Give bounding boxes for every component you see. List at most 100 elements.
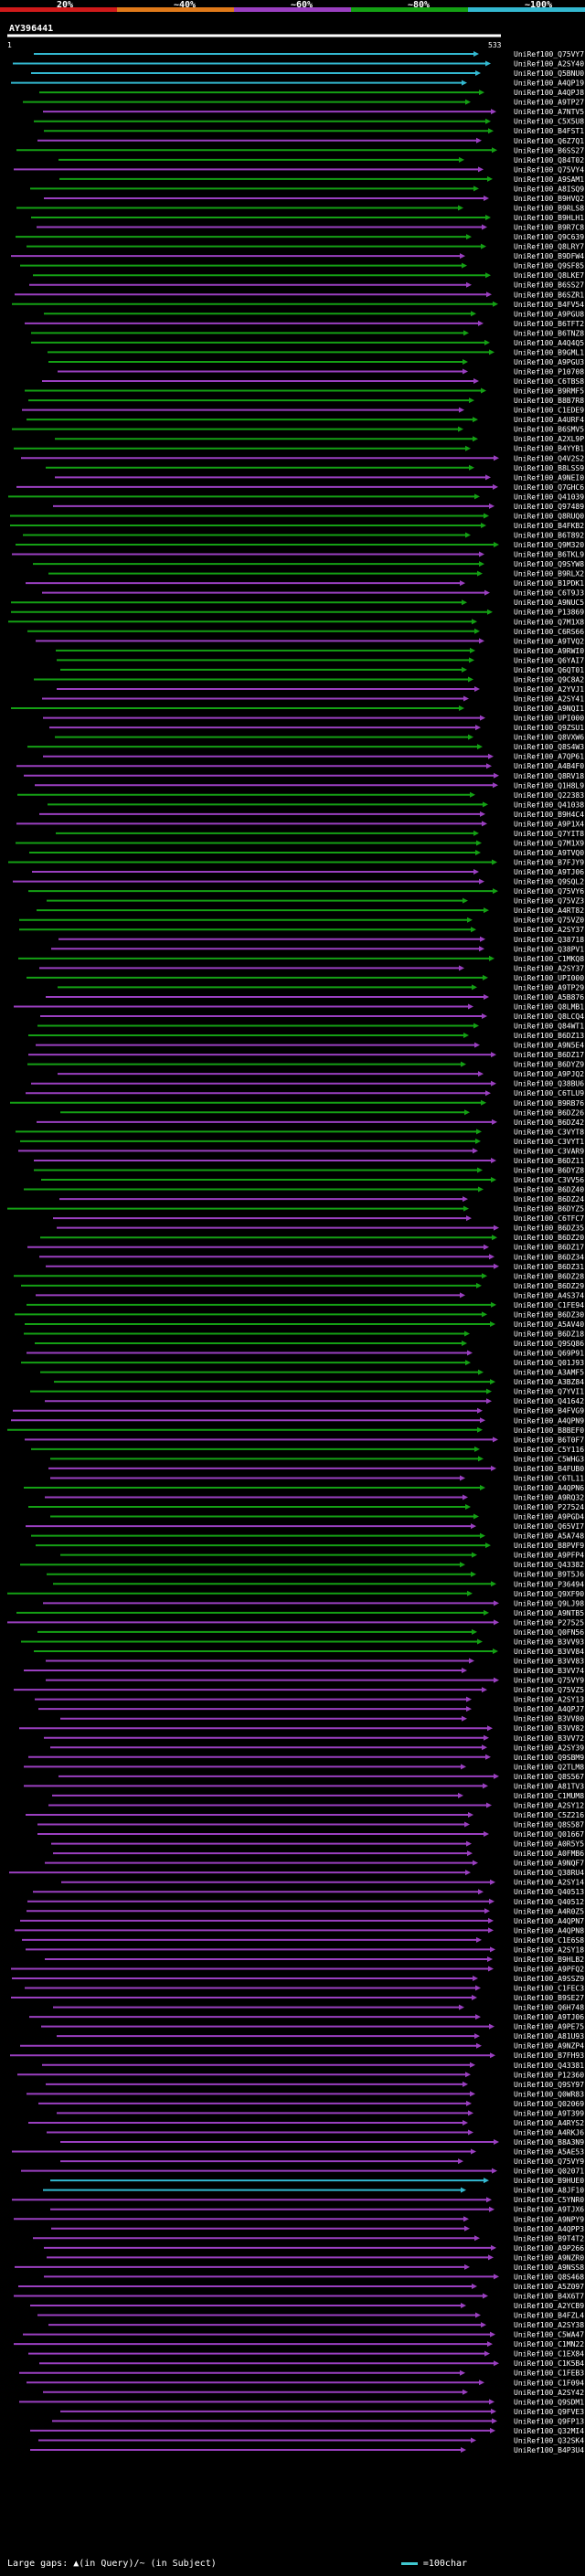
hit-label[interactable]: UniRef100_A9TVQ0 bbox=[514, 849, 584, 857]
hit-label[interactable]: UniRef100_C5WA47 bbox=[514, 2331, 584, 2339]
hit-label[interactable]: UniRef100_Q75VY9 bbox=[514, 2157, 584, 2166]
hit-label[interactable]: UniRef100_A2YCB9 bbox=[514, 2302, 584, 2310]
hit-label[interactable]: UniRef100_P13869 bbox=[514, 609, 584, 617]
hit-label[interactable]: UniRef100_A2SY39 bbox=[514, 1744, 584, 1752]
hit-label[interactable]: UniRef100_Q40513 bbox=[514, 1888, 584, 1896]
hit-label[interactable]: UniRef100_Q32MI4 bbox=[514, 2427, 584, 2435]
hit-label[interactable]: UniRef100_A9TVQ2 bbox=[514, 637, 584, 645]
hit-label[interactable]: UniRef100_B6SZR1 bbox=[514, 291, 584, 299]
hit-label[interactable]: UniRef100_B3VV83 bbox=[514, 1658, 584, 1666]
hit-label[interactable]: UniRef100_A4B4F0 bbox=[514, 762, 584, 770]
hit-label[interactable]: UniRef100_B9RMF5 bbox=[514, 387, 584, 396]
hit-label[interactable]: UniRef100_A9TP27 bbox=[514, 99, 584, 107]
hit-label[interactable]: UniRef100_B3VV72 bbox=[514, 1734, 584, 1743]
hit-label[interactable]: UniRef100_A9NZP4 bbox=[514, 2042, 584, 2051]
hit-label[interactable]: UniRef100_B3VV74 bbox=[514, 1667, 584, 1675]
hit-label[interactable]: UniRef100_C1EDE9 bbox=[514, 407, 584, 415]
hit-label[interactable]: UniRef100_Q02069 bbox=[514, 2100, 584, 2108]
hit-label[interactable]: UniRef100_A2SY12 bbox=[514, 1801, 584, 1809]
hit-label[interactable]: UniRef100_B4FZL4 bbox=[514, 2312, 584, 2320]
hit-label[interactable]: UniRef100_A8ISQ9 bbox=[514, 185, 584, 193]
hit-label[interactable]: UniRef100_B6DZ35 bbox=[514, 1224, 584, 1233]
hit-label[interactable]: UniRef100_B4FV54 bbox=[514, 301, 584, 309]
hit-label[interactable]: UniRef100_B6DZ28 bbox=[514, 1272, 584, 1280]
hit-label[interactable]: UniRef100_P36494 bbox=[514, 1580, 584, 1588]
hit-label[interactable]: UniRef100_B6DZ40 bbox=[514, 1186, 584, 1194]
hit-label[interactable]: UniRef100_P12360 bbox=[514, 2071, 584, 2079]
hit-label[interactable]: UniRef100_Q6Z7Q1 bbox=[514, 137, 584, 145]
hit-label[interactable]: UniRef100_Q32SK4 bbox=[514, 2436, 584, 2444]
hit-label[interactable]: UniRef100_Q9XF90 bbox=[514, 1590, 584, 1598]
hit-label[interactable]: UniRef100_C1MUM8 bbox=[514, 1792, 584, 1800]
hit-label[interactable]: UniRef100_A4S374 bbox=[514, 1291, 584, 1299]
hit-label[interactable]: UniRef100_C1K5B4 bbox=[514, 2359, 584, 2368]
hit-label[interactable]: UniRef100_A0R5Y5 bbox=[514, 1840, 584, 1849]
hit-label[interactable]: UniRef100_Q43382 bbox=[514, 1561, 584, 1569]
hit-label[interactable]: UniRef100_A2SY14 bbox=[514, 1879, 584, 1887]
hit-label[interactable]: UniRef100_Q41039 bbox=[514, 493, 584, 501]
hit-label[interactable]: UniRef100_Q8LRY7 bbox=[514, 243, 584, 251]
hit-label[interactable]: UniRef100_B9SE27 bbox=[514, 1994, 584, 2002]
hit-label[interactable]: UniRef100_B6DZ11 bbox=[514, 1157, 584, 1165]
hit-label[interactable]: UniRef100_Q1H8L9 bbox=[514, 781, 584, 790]
hit-label[interactable]: UniRef100_A9PFQ2 bbox=[514, 1965, 584, 1973]
hit-label[interactable]: UniRef100_B7FH93 bbox=[514, 2051, 584, 2060]
hit-label[interactable]: UniRef100_Q2TLM8 bbox=[514, 1763, 584, 1771]
hit-label[interactable]: UniRef100_Q9SDM1 bbox=[514, 2398, 584, 2406]
hit-label[interactable]: UniRef100_A81U93 bbox=[514, 2032, 584, 2041]
hit-label[interactable]: UniRef100_C6TBS8 bbox=[514, 377, 584, 386]
hit-label[interactable]: UniRef100_UPI000... bbox=[514, 974, 585, 982]
hit-label[interactable]: UniRef100_B6SS27 bbox=[514, 146, 584, 154]
hit-label[interactable]: UniRef100_B9R7C8 bbox=[514, 224, 584, 232]
hit-label[interactable]: UniRef100_Q5BNU0 bbox=[514, 69, 584, 78]
hit-label[interactable]: UniRef100_Q22383 bbox=[514, 791, 584, 800]
hit-label[interactable]: UniRef100_A2XL9P bbox=[514, 435, 584, 443]
hit-label[interactable]: UniRef100_B8A3N9 bbox=[514, 2138, 584, 2147]
hit-label[interactable]: UniRef100_Q38BU6 bbox=[514, 1080, 584, 1088]
hit-label[interactable]: UniRef100_C5Z216 bbox=[514, 1811, 584, 1819]
hit-label[interactable]: UniRef100_A4URF4 bbox=[514, 416, 584, 424]
hit-label[interactable]: UniRef100_A4QPN6 bbox=[514, 1484, 584, 1492]
hit-label[interactable]: UniRef100_Q8LMB1 bbox=[514, 1002, 584, 1011]
hit-label[interactable]: UniRef100_P27524 bbox=[514, 1503, 584, 1511]
hit-label[interactable]: UniRef100_C5Y116 bbox=[514, 1446, 584, 1454]
hit-label[interactable]: UniRef100_B6DZ13 bbox=[514, 1032, 584, 1040]
hit-label[interactable]: UniRef100_C1F094 bbox=[514, 2379, 584, 2387]
hit-label[interactable]: UniRef100_Q38PV1 bbox=[514, 945, 584, 953]
hit-label[interactable]: UniRef100_B6TKL9 bbox=[514, 551, 584, 559]
hit-label[interactable]: UniRef100_A9NEI0 bbox=[514, 473, 584, 482]
hit-label[interactable]: UniRef100_B9HLB2 bbox=[514, 1956, 584, 1964]
hit-label[interactable]: UniRef100_A9RQ32 bbox=[514, 1494, 584, 1502]
hit-label[interactable]: UniRef100_Q9LJ98 bbox=[514, 1599, 584, 1607]
hit-label[interactable]: UniRef100_A4QPN8 bbox=[514, 1926, 584, 1935]
hit-label[interactable]: UniRef100_A9PFP4 bbox=[514, 1552, 584, 1560]
hit-label[interactable]: UniRef100_B8PVF9 bbox=[514, 1542, 584, 1550]
hit-label[interactable]: UniRef100_B6TNZ8 bbox=[514, 329, 584, 337]
hit-label[interactable]: UniRef100_A2SY41 bbox=[514, 695, 584, 704]
hit-label[interactable]: UniRef100_Q8LCQ4 bbox=[514, 1012, 584, 1021]
hit-label[interactable]: UniRef100_Q9SBM9 bbox=[514, 1754, 584, 1762]
hit-label[interactable]: UniRef100_Q0FN56 bbox=[514, 1628, 584, 1637]
hit-label[interactable]: UniRef100_Q75VY4 bbox=[514, 165, 584, 174]
hit-label[interactable]: UniRef100_Q9SY97 bbox=[514, 2081, 584, 2089]
hit-label[interactable]: UniRef100_B6T892 bbox=[514, 532, 584, 540]
hit-label[interactable]: UniRef100_B6T0F7 bbox=[514, 1436, 584, 1444]
hit-label[interactable]: UniRef100_B3VV84 bbox=[514, 1648, 584, 1656]
hit-label[interactable]: UniRef100_A3BZ84 bbox=[514, 1378, 584, 1386]
hit-label[interactable]: UniRef100_C1MN22 bbox=[514, 2340, 584, 2348]
hit-label[interactable]: UniRef100_A9TJX6 bbox=[514, 2206, 584, 2214]
hit-label[interactable]: UniRef100_Q8VXW6 bbox=[514, 734, 584, 742]
hit-label[interactable]: UniRef100_B8LSS9 bbox=[514, 464, 584, 472]
hit-label[interactable]: UniRef100_Q8S567 bbox=[514, 1773, 584, 1781]
hit-label[interactable]: UniRef100_C6T9J3 bbox=[514, 589, 584, 598]
hit-label[interactable]: UniRef100_B3VV80 bbox=[514, 1715, 584, 1723]
hit-label[interactable]: UniRef100_A9NUC5 bbox=[514, 599, 584, 607]
hit-label[interactable]: UniRef100_A2SY37 bbox=[514, 964, 584, 972]
hit-label[interactable]: UniRef100_Q8S468 bbox=[514, 2273, 584, 2281]
hit-label[interactable]: UniRef100_B9HUE0 bbox=[514, 2177, 584, 2185]
hit-label[interactable]: UniRef100_C3VYT8 bbox=[514, 1128, 584, 1136]
hit-label[interactable]: UniRef100_Q9SQ86 bbox=[514, 1340, 584, 1348]
hit-label[interactable]: UniRef100_Q6H748 bbox=[514, 2004, 584, 2012]
hit-label[interactable]: UniRef100_B7FJY9 bbox=[514, 859, 584, 867]
hit-label[interactable]: UniRef100_Q75VY6 bbox=[514, 887, 584, 896]
